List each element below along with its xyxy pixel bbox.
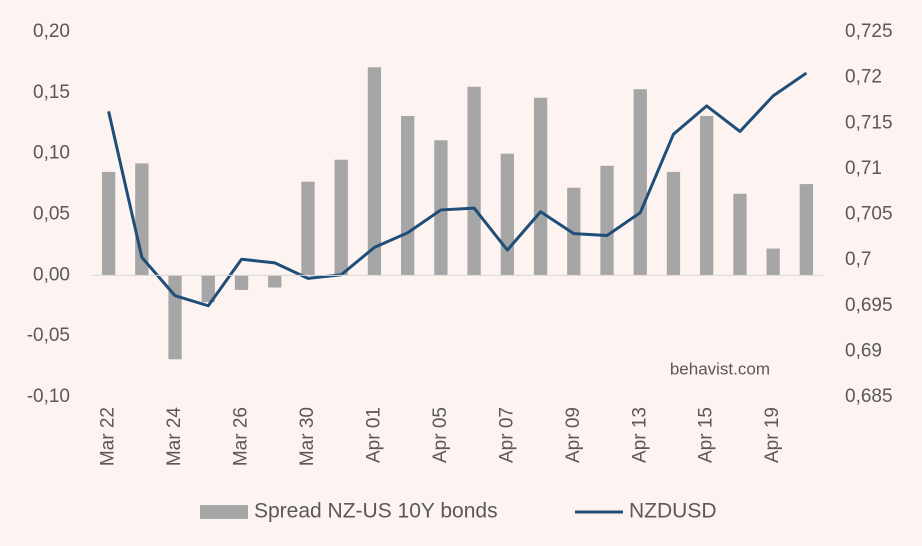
bar	[168, 275, 182, 360]
x-tick-label: Apr 01	[363, 407, 384, 463]
y2-tick-label: 0,695	[845, 295, 893, 316]
x-tick-label: Apr 09	[563, 407, 584, 463]
y2-tick-label: 0,685	[845, 386, 893, 407]
y2-tick-label: 0,705	[845, 204, 893, 225]
bar	[567, 187, 581, 276]
bar	[268, 275, 282, 288]
y2-tick-label: 0,69	[845, 340, 882, 361]
y-tick-label: 0,15	[33, 82, 70, 103]
bar	[733, 193, 747, 276]
legend-label: Spread NZ-US 10Y bonds	[254, 500, 498, 523]
bar	[301, 181, 315, 276]
y-tick-label: 0,10	[33, 143, 70, 164]
x-tick-label: Apr 19	[762, 407, 783, 463]
legend-swatch	[200, 505, 248, 519]
bar	[633, 89, 647, 276]
y-tick-label: 0,00	[33, 264, 70, 285]
y2-tick-label: 0,725	[845, 21, 893, 42]
y2-tick-label: 0,72	[845, 67, 882, 88]
bar	[700, 115, 714, 276]
x-tick-label: Mar 26	[231, 407, 252, 466]
bar	[500, 153, 514, 276]
x-tick-label: Mar 22	[98, 407, 119, 466]
x-tick-label: Apr 07	[496, 407, 517, 463]
bar	[101, 171, 116, 276]
x-tick-label: Mar 24	[164, 407, 185, 467]
bar	[467, 86, 481, 276]
x-tick-label: Apr 05	[430, 407, 451, 463]
watermark: behavist.com	[670, 359, 770, 378]
line	[107, 71, 808, 308]
y2-tick-label: 0,71	[845, 158, 882, 179]
legend-label: NZDUSD	[629, 500, 717, 523]
y-tick-label: -0,05	[27, 325, 70, 346]
bar	[201, 275, 215, 303]
x-tick-label: Mar 30	[297, 407, 318, 466]
bar	[434, 140, 448, 276]
bar	[600, 165, 614, 276]
bar	[533, 97, 548, 276]
y-tick-label: 0,05	[33, 204, 70, 225]
bar	[666, 171, 681, 276]
bar	[367, 67, 382, 276]
bar	[334, 159, 348, 276]
bar	[799, 184, 814, 276]
x-tick-label: Apr 13	[629, 407, 650, 463]
y-tick-label: -0,10	[27, 386, 70, 407]
bar	[401, 115, 415, 276]
x-tick-label: Apr 15	[696, 407, 717, 463]
y2-tick-label: 0,715	[845, 112, 893, 133]
y-tick-label: 0,20	[33, 21, 70, 42]
bar	[766, 248, 780, 276]
y2-tick-label: 0,7	[845, 249, 871, 270]
bar	[234, 275, 249, 290]
